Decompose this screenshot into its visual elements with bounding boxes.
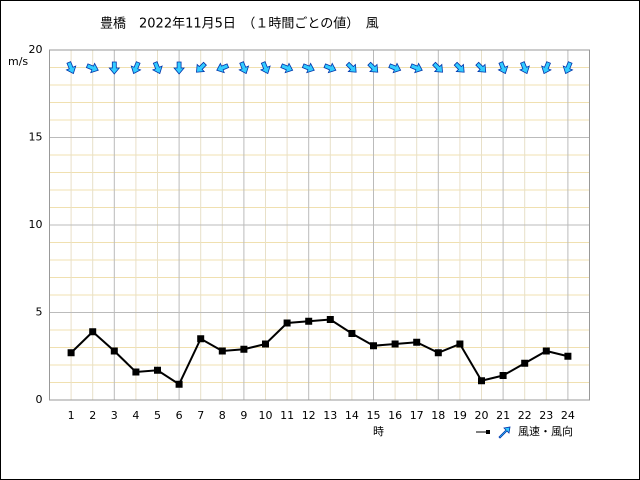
chart-title: 豊橋 2022年11月5日 （１時間ごとの値） 風	[100, 16, 379, 32]
x-tick-label: 14	[345, 409, 359, 422]
y-tick-label: 5	[36, 306, 43, 319]
wind-arrow	[280, 62, 294, 74]
wind-arrow	[519, 61, 530, 75]
wind-arrow	[432, 61, 443, 73]
data-point	[499, 372, 507, 379]
x-tick-label: 24	[561, 409, 575, 422]
legend-label: 風速・風向	[518, 424, 573, 438]
data-point	[564, 352, 572, 360]
y-tick-label: 15	[29, 131, 43, 144]
data-point	[434, 349, 442, 357]
x-tick-label: 2	[89, 409, 96, 422]
legend-arrow	[498, 426, 511, 439]
data-point	[175, 380, 183, 388]
y-tick-label: 10	[29, 218, 43, 231]
data-point	[542, 347, 550, 355]
x-tick-label: 21	[496, 409, 510, 422]
x-tick-label: 12	[302, 409, 316, 422]
x-tick-label: 4	[132, 409, 139, 422]
wind-speed-line	[70, 318, 569, 386]
wind-arrow	[301, 62, 315, 74]
x-axis-label: 時	[373, 425, 384, 438]
y-tick-label: 0	[36, 393, 43, 406]
data-point	[305, 317, 313, 325]
x-tick-label: 10	[259, 409, 273, 422]
wind-arrow	[196, 61, 207, 73]
data-point	[521, 359, 529, 367]
data-point	[110, 347, 118, 355]
y-axis-label: m/s	[8, 55, 28, 68]
x-tick-label: 16	[388, 409, 402, 422]
wind-arrow	[388, 62, 402, 74]
data-point	[197, 335, 205, 343]
data-point	[391, 340, 399, 348]
data-point	[456, 340, 464, 348]
wind-arrow	[409, 62, 423, 74]
wind-arrow	[108, 61, 121, 75]
data-point	[283, 319, 291, 327]
data-point	[348, 330, 356, 337]
data-point	[413, 338, 421, 346]
wind-arrow	[151, 61, 163, 75]
wind-arrow	[259, 61, 271, 75]
wind-arrow	[453, 61, 465, 73]
wind-arrow	[130, 61, 142, 75]
x-tick-label: 23	[539, 409, 553, 422]
x-tick-label: 13	[323, 409, 337, 422]
data-point	[154, 366, 161, 374]
x-tick-label: 18	[431, 409, 445, 422]
wind-arrow	[65, 61, 77, 75]
plot-border	[49, 49, 590, 401]
x-tick-label: 19	[453, 409, 467, 422]
data-point	[132, 368, 140, 376]
data-point	[240, 345, 248, 353]
x-tick-label: 1	[68, 409, 75, 422]
data-point	[370, 342, 377, 350]
x-tick-label: 8	[219, 409, 226, 422]
x-tick-label: 22	[518, 409, 532, 422]
wind-arrow	[475, 61, 487, 73]
x-tick-label: 11	[280, 409, 294, 422]
x-tick-label: 3	[111, 409, 118, 422]
data-point	[478, 377, 485, 385]
data-point	[326, 316, 334, 323]
wind-arrow	[497, 61, 509, 75]
x-tick-label: 17	[410, 409, 424, 422]
y-tick-label: 20	[29, 43, 43, 56]
x-tick-label: 9	[240, 409, 247, 422]
wind-arrow	[562, 61, 574, 75]
wind-arrow	[238, 61, 250, 75]
x-tick-label: 15	[367, 409, 381, 422]
wind-arrow	[173, 61, 185, 75]
data-point	[218, 347, 226, 355]
x-tick-label: 6	[176, 409, 183, 422]
wind-arrow	[367, 61, 379, 73]
wind-arrow	[323, 62, 337, 74]
wind-arrow	[85, 62, 99, 74]
wind-arrow	[345, 61, 357, 73]
data-point	[67, 349, 75, 357]
legend-marker	[486, 430, 490, 434]
x-tick-label: 5	[154, 409, 161, 422]
data-point	[262, 340, 269, 348]
data-point	[89, 328, 97, 336]
wind-arrow	[541, 61, 552, 75]
x-tick-label: 7	[197, 409, 204, 422]
wind-arrow	[216, 62, 230, 74]
x-tick-label: 20	[475, 409, 489, 422]
